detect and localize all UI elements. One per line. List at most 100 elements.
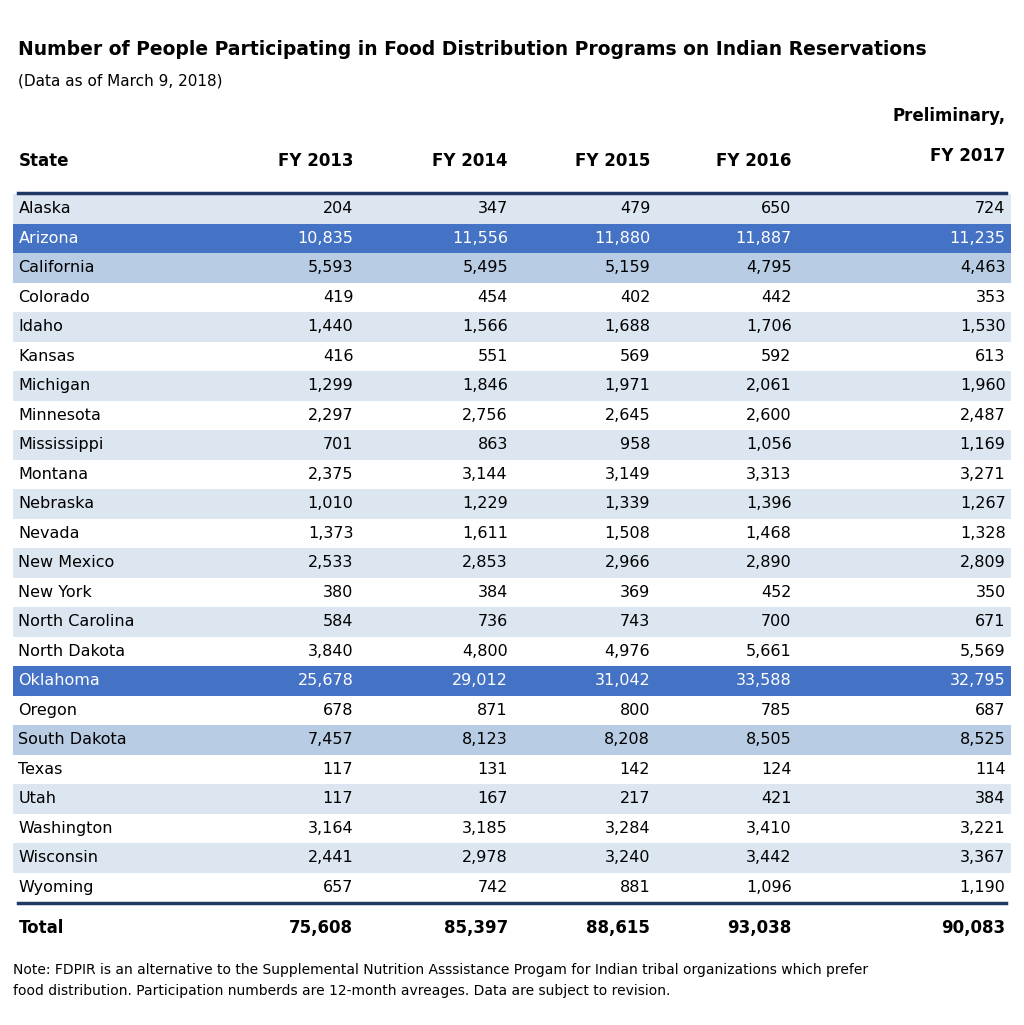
Text: California: California xyxy=(18,260,95,276)
Text: Total: Total xyxy=(18,919,63,937)
Text: 2,375: 2,375 xyxy=(308,466,353,482)
Text: Washington: Washington xyxy=(18,821,113,835)
Text: 613: 613 xyxy=(975,348,1006,364)
Text: 2,890: 2,890 xyxy=(745,556,792,570)
Text: 1,611: 1,611 xyxy=(462,526,508,541)
Bar xyxy=(13,548,1011,577)
Text: 384: 384 xyxy=(975,791,1006,807)
Text: 724: 724 xyxy=(975,201,1006,216)
Text: 678: 678 xyxy=(323,703,353,718)
Text: Idaho: Idaho xyxy=(18,319,63,334)
Text: 1,971: 1,971 xyxy=(604,378,650,394)
Text: FY 2013: FY 2013 xyxy=(278,152,353,170)
Text: 2,645: 2,645 xyxy=(604,408,650,422)
Text: 687: 687 xyxy=(975,703,1006,718)
Text: 353: 353 xyxy=(976,290,1006,304)
Text: 736: 736 xyxy=(477,614,508,629)
Text: 1,229: 1,229 xyxy=(462,496,508,511)
Bar xyxy=(13,223,1011,253)
Bar xyxy=(13,725,1011,754)
Text: 75,608: 75,608 xyxy=(289,919,353,937)
Text: 3,442: 3,442 xyxy=(746,851,792,865)
Text: 167: 167 xyxy=(477,791,508,807)
Text: Nevada: Nevada xyxy=(18,526,80,541)
Text: Texas: Texas xyxy=(18,762,62,777)
Text: 3,840: 3,840 xyxy=(307,644,353,659)
Text: 3,367: 3,367 xyxy=(961,851,1006,865)
Text: Note: FDPIR is an alternative to the Supplemental Nutrition Asssistance Progam f: Note: FDPIR is an alternative to the Sup… xyxy=(13,964,868,998)
Bar xyxy=(13,430,1011,459)
Text: 384: 384 xyxy=(477,584,508,600)
Text: 380: 380 xyxy=(323,584,353,600)
Text: 4,463: 4,463 xyxy=(961,260,1006,276)
Text: North Carolina: North Carolina xyxy=(18,614,135,629)
Text: 958: 958 xyxy=(620,438,650,452)
Text: 2,297: 2,297 xyxy=(307,408,353,422)
Text: 3,410: 3,410 xyxy=(745,821,792,835)
Text: 671: 671 xyxy=(975,614,1006,629)
Text: 11,880: 11,880 xyxy=(594,231,650,246)
Text: Mississippi: Mississippi xyxy=(18,438,103,452)
Text: 350: 350 xyxy=(975,584,1006,600)
Bar xyxy=(13,519,1011,548)
Text: 3,313: 3,313 xyxy=(746,466,792,482)
Text: 2,533: 2,533 xyxy=(308,556,353,570)
Text: 479: 479 xyxy=(620,201,650,216)
Text: 8,208: 8,208 xyxy=(604,732,650,747)
Text: 5,661: 5,661 xyxy=(745,644,792,659)
Bar xyxy=(13,754,1011,784)
Text: 4,800: 4,800 xyxy=(462,644,508,659)
Text: 3,240: 3,240 xyxy=(605,851,650,865)
Text: Nebraska: Nebraska xyxy=(18,496,94,511)
Text: 701: 701 xyxy=(323,438,353,452)
Text: 1,846: 1,846 xyxy=(462,378,508,394)
Bar xyxy=(13,489,1011,519)
Text: 1,706: 1,706 xyxy=(745,319,792,334)
Text: 584: 584 xyxy=(323,614,353,629)
Bar xyxy=(13,577,1011,607)
Text: 85,397: 85,397 xyxy=(443,919,508,937)
Text: 1,096: 1,096 xyxy=(745,879,792,895)
Text: 1,299: 1,299 xyxy=(307,378,353,394)
Text: 1,468: 1,468 xyxy=(745,526,792,541)
Text: 863: 863 xyxy=(477,438,508,452)
Text: 117: 117 xyxy=(323,762,353,777)
Text: 650: 650 xyxy=(761,201,792,216)
Text: 592: 592 xyxy=(761,348,792,364)
Text: 5,159: 5,159 xyxy=(604,260,650,276)
Text: 2,756: 2,756 xyxy=(462,408,508,422)
Text: 2,061: 2,061 xyxy=(745,378,792,394)
Text: 743: 743 xyxy=(620,614,650,629)
Text: 700: 700 xyxy=(761,614,792,629)
Text: 800: 800 xyxy=(620,703,650,718)
Text: Colorado: Colorado xyxy=(18,290,90,304)
Bar xyxy=(13,194,1011,223)
Text: 1,960: 1,960 xyxy=(959,378,1006,394)
Text: 3,271: 3,271 xyxy=(959,466,1006,482)
Text: 3,144: 3,144 xyxy=(462,466,508,482)
Text: 1,530: 1,530 xyxy=(959,319,1006,334)
Text: 90,083: 90,083 xyxy=(941,919,1006,937)
Text: 1,396: 1,396 xyxy=(745,496,792,511)
Text: 93,038: 93,038 xyxy=(727,919,792,937)
Text: North Dakota: North Dakota xyxy=(18,644,126,659)
Text: Oregon: Oregon xyxy=(18,703,78,718)
Text: 402: 402 xyxy=(620,290,650,304)
Text: 369: 369 xyxy=(620,584,650,600)
Text: 11,556: 11,556 xyxy=(452,231,508,246)
Text: 2,809: 2,809 xyxy=(959,556,1006,570)
Text: 1,267: 1,267 xyxy=(959,496,1006,511)
Text: 88,615: 88,615 xyxy=(587,919,650,937)
Text: 569: 569 xyxy=(620,348,650,364)
Text: 217: 217 xyxy=(620,791,650,807)
Text: 2,978: 2,978 xyxy=(462,851,508,865)
Bar xyxy=(13,637,1011,666)
Text: Arizona: Arizona xyxy=(18,231,79,246)
Text: 1,328: 1,328 xyxy=(959,526,1006,541)
Text: 416: 416 xyxy=(323,348,353,364)
Text: 1,169: 1,169 xyxy=(959,438,1006,452)
Text: 8,505: 8,505 xyxy=(745,732,792,747)
Bar xyxy=(13,666,1011,696)
Text: 1,010: 1,010 xyxy=(307,496,353,511)
Text: 1,688: 1,688 xyxy=(604,319,650,334)
